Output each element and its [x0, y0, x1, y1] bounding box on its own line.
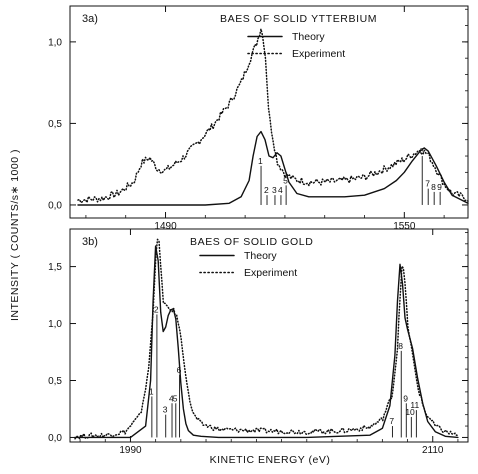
panel-b-ytick-label: 0,5 [48, 376, 62, 387]
panel-a-peak-label: 7 [425, 179, 430, 189]
panel-a-xtick-label: 1550 [393, 221, 416, 232]
panel-a-peak-label: 1 [258, 156, 263, 166]
panel-b-xtick-label: 2110 [422, 445, 444, 456]
panel-a-ytick-label: 0,5 [48, 119, 62, 130]
panel-b-label: 3b) [82, 236, 98, 248]
x-axis-title: KINETIC ENERGY (eV) [210, 454, 331, 466]
panel-b-peak-label: 3 [163, 405, 168, 415]
panel-a-legend-label-experiment: Experiment [292, 48, 345, 60]
panel-a-series-experiment [77, 28, 469, 204]
panel-a-legend-label-theory: Theory [292, 31, 325, 43]
panel-b-ytick-label: 1,0 [48, 319, 62, 330]
panel-a-peak-label: 2 [264, 185, 269, 195]
panel-b-legend-label-theory: Theory [244, 250, 277, 262]
panel-a-peak-label: 8 [431, 182, 436, 192]
panel-a-ytick-label: 1,0 [48, 37, 62, 48]
panel-b-peak-label: 9 [403, 393, 408, 403]
y-axis-title: INTENSITY ( COUNTS/s∗ 1000 ) [9, 149, 21, 321]
panel-b-frame [69, 228, 469, 443]
panel-b-ytick-label: 0,0 [48, 433, 62, 444]
panel-b-peak-label: 5 [173, 393, 178, 403]
panel-a-series-theory [77, 130, 469, 206]
panel-b-series-theory [74, 245, 459, 439]
panel-b-peak-label: 6 [177, 365, 182, 375]
panel-a-peak-label: 3 [272, 185, 277, 195]
panel-b-peak-label: 2 [154, 304, 159, 314]
panel-a-label: 3a) [82, 13, 98, 25]
panel-a-xtick-label: 1490 [154, 221, 177, 232]
panel-b-peak-label: 11 [410, 400, 419, 410]
panel-b-peak-label: 7 [389, 416, 394, 426]
panel-a-frame [69, 5, 469, 219]
panel-b-title: BAES OF SOLID GOLD [190, 236, 313, 248]
panel-b-legend-label-experiment: Experiment [244, 267, 297, 279]
panel-a-peak-label: 4 [278, 185, 283, 195]
panel-a-peak-label: 9 [437, 182, 442, 192]
panel-a-ytick-label: 0,0 [48, 200, 62, 211]
panel-a-peak-label: 6 [419, 146, 424, 156]
panel-b-peak-label: 1 [149, 386, 154, 396]
panel-b-peak-label: 10 [405, 407, 415, 417]
panel-a-peak-label: 5 [283, 175, 288, 185]
panel-b-xtick-label: 1990 [119, 445, 142, 456]
panel-a-title: BAES OF SOLID YTTERBIUM [220, 13, 377, 25]
panel-b-peak-label: 8 [398, 341, 403, 351]
panel-b-peak-label: 4 [169, 393, 174, 403]
panel-b-series-experiment [74, 238, 459, 440]
panel-b-ytick-label: 1,5 [48, 262, 62, 273]
